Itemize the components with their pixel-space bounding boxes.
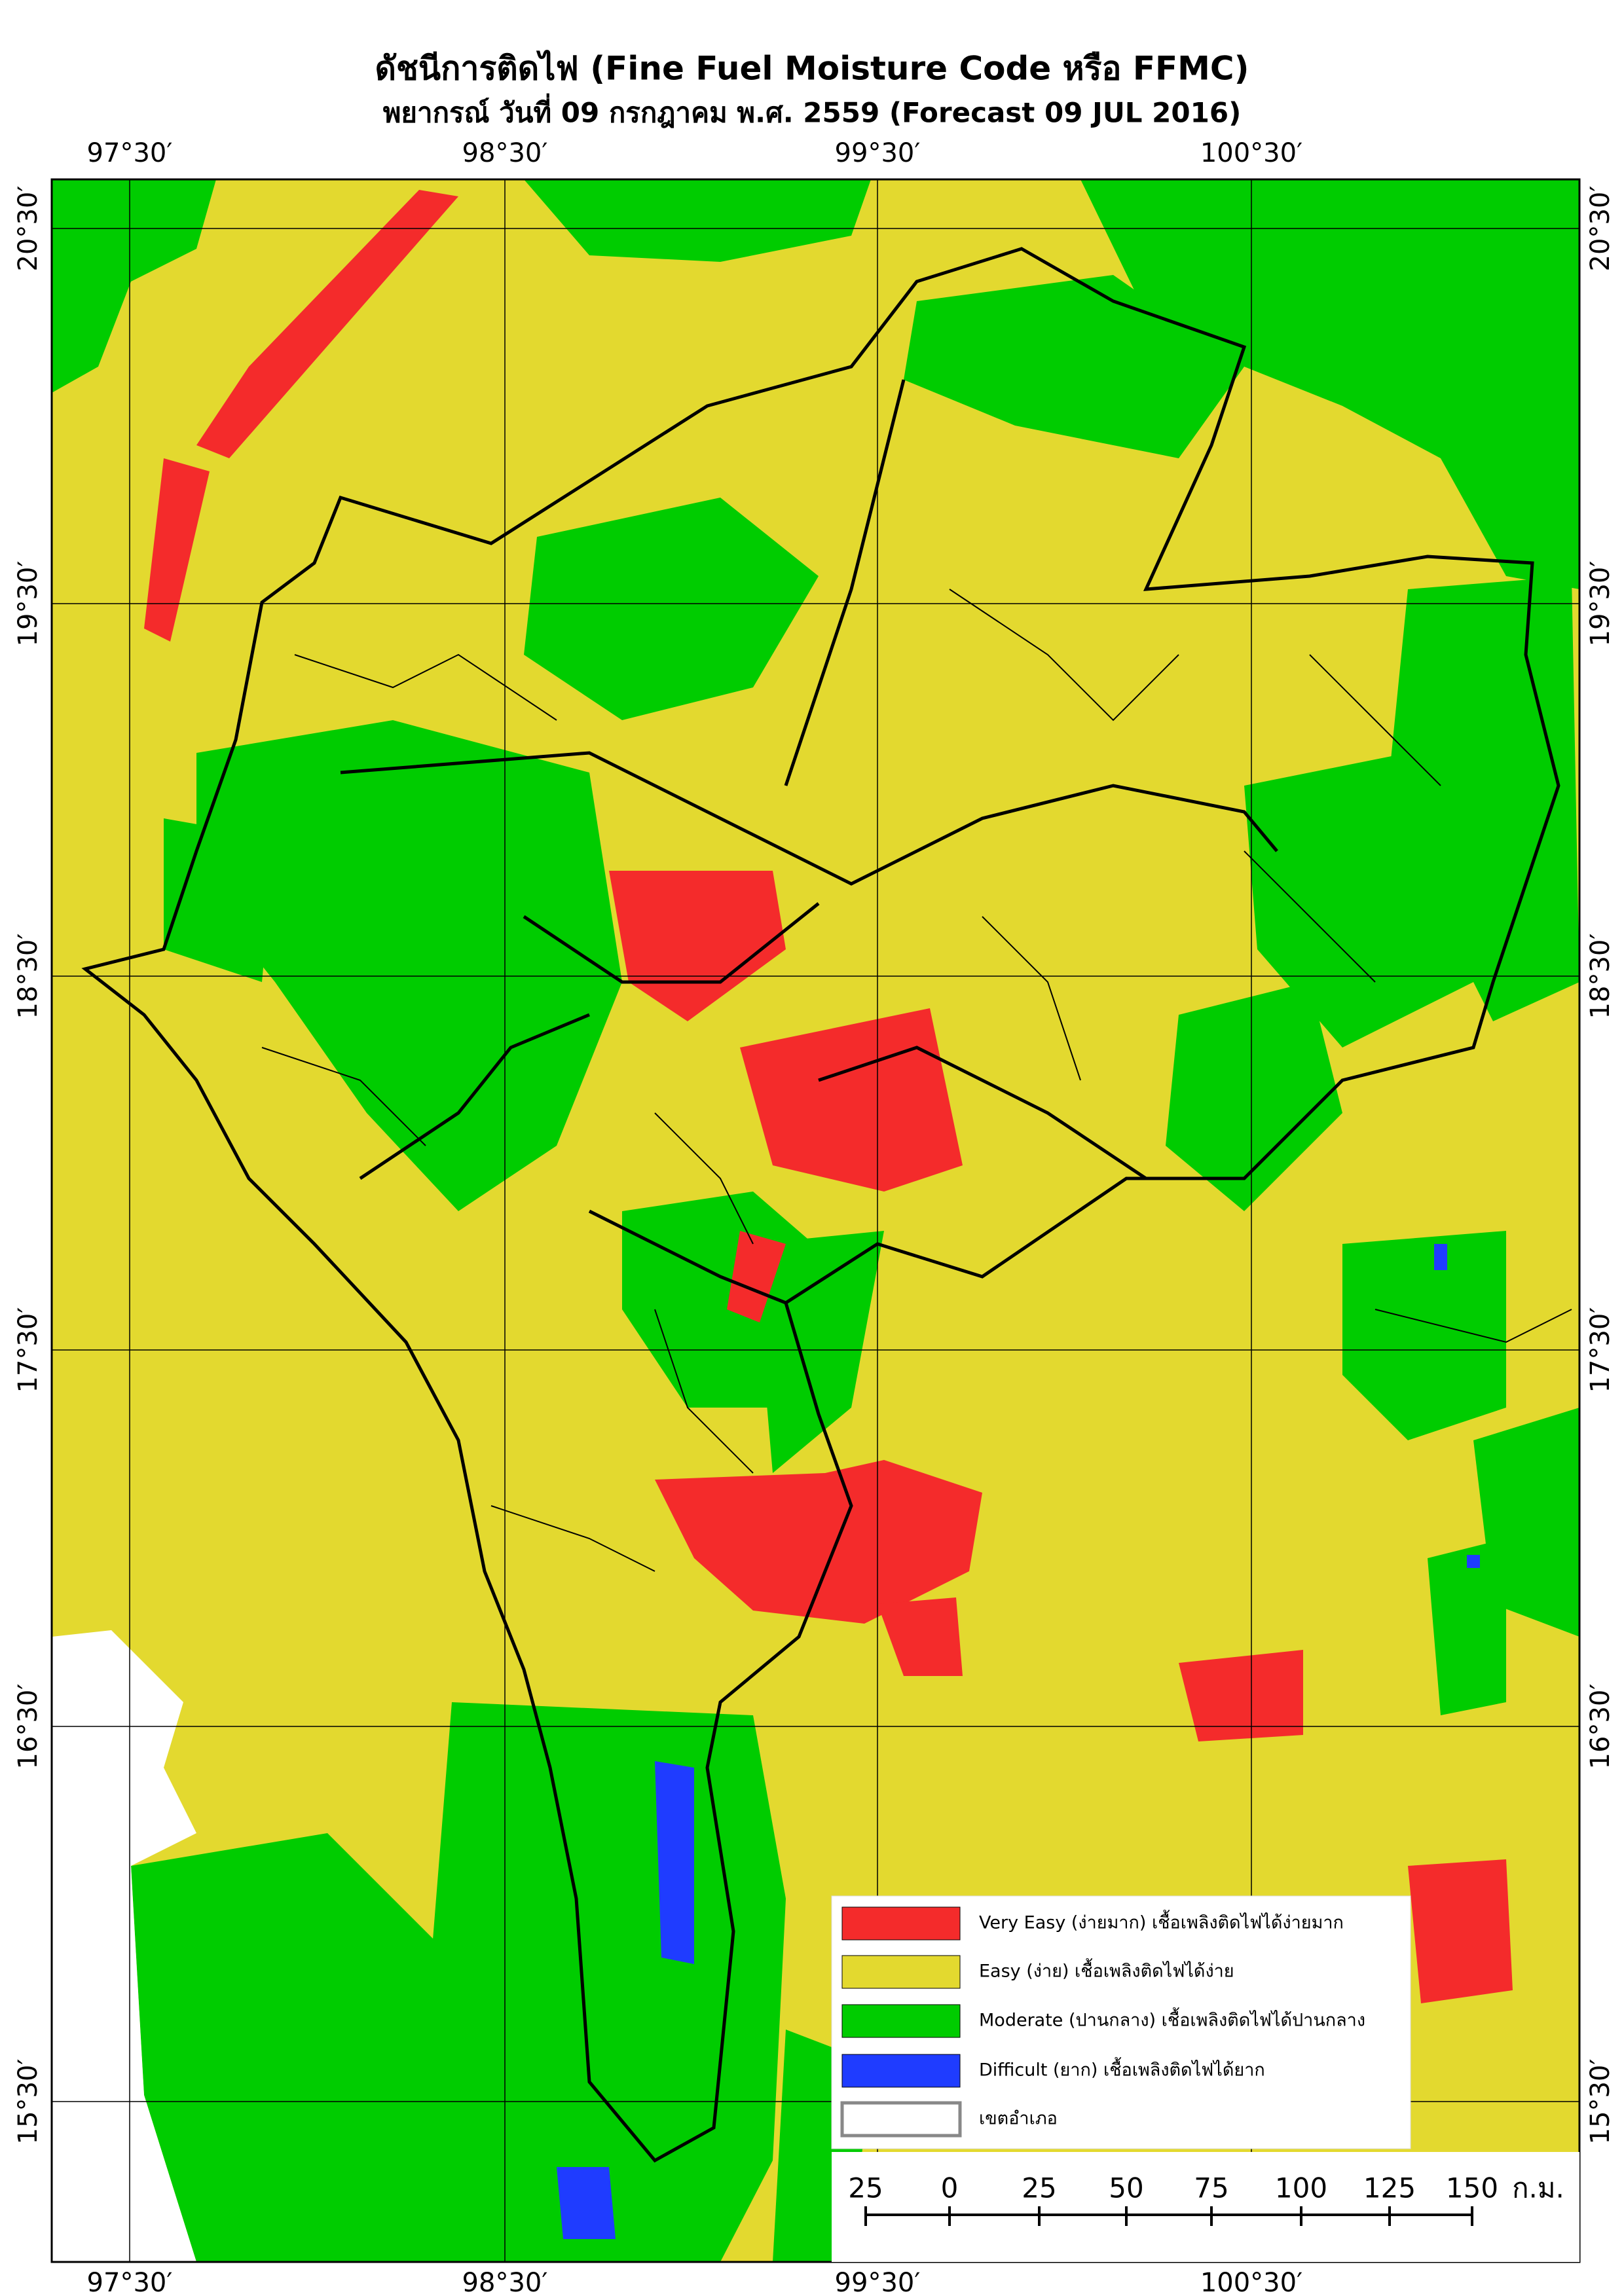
moderate-areas: [52, 179, 1579, 2262]
latitude-label: 15°30′: [13, 2059, 43, 2145]
scale-label: 125: [1363, 2172, 1416, 2204]
latitude-label: 19°30′: [1585, 561, 1615, 647]
legend-swatch: [841, 2004, 961, 2038]
legend-label: เขตอำเภอ: [979, 2109, 1058, 2129]
legend-label: Moderate (ปานกลาง) เชื้อเพลิงติดไฟได้ปาน…: [979, 2007, 1365, 2031]
longitude-label: 100°30′: [1200, 138, 1302, 168]
difficult-areas: [557, 1244, 1480, 2239]
scale-label: 0: [941, 2172, 959, 2204]
latitude-label: 19°30′: [13, 561, 43, 647]
scale-label: 50: [1109, 2172, 1143, 2204]
legend-swatch: [841, 1906, 961, 1941]
legend-label: Very Easy (ง่ายมาก) เชื้อเพลิงติดไฟได้ง่…: [979, 1910, 1344, 1933]
longitude-label: 98°30′: [462, 138, 548, 168]
scale-label: 100: [1275, 2172, 1327, 2204]
latitude-label: 16°30′: [13, 1684, 43, 1770]
district-boundaries: [261, 589, 1572, 1572]
scale-label: 25: [1022, 2172, 1056, 2204]
latitude-label: 15°30′: [1585, 2059, 1615, 2145]
scale-box: [832, 2152, 1579, 2262]
longitude-label: 97°30′: [87, 2268, 173, 2296]
scale-unit: ก.ม.: [1512, 2172, 1564, 2204]
latitude-label: 20°30′: [1585, 186, 1615, 272]
longitude-label: 100°30′: [1200, 2268, 1302, 2296]
legend-swatch: [841, 2054, 961, 2088]
legend-label: Difficult (ยาก) เชื้อเพลิงติดไฟได้ยาก: [979, 2057, 1265, 2081]
scale-label: 25: [848, 2172, 883, 2204]
legend-label: Easy (ง่าย) เชื้อเพลิงติดไฟได้ง่าย: [979, 1958, 1234, 1982]
latitude-label: 20°30′: [13, 186, 43, 272]
longitude-label: 99°30′: [835, 2268, 921, 2296]
scale-bar: [864, 2206, 1473, 2226]
legend-swatch: [840, 2101, 962, 2138]
scale-label: 150: [1446, 2172, 1498, 2204]
latitude-label: 18°30′: [13, 934, 43, 1019]
subtitle: พยากรณ์ วันที่ 09 กรกฎาคม พ.ศ. 2559 (For…: [383, 94, 1242, 129]
latitude-label: 17°30′: [13, 1307, 43, 1393]
latitude-label: 18°30′: [1585, 934, 1615, 1019]
sea: [52, 1630, 196, 2262]
longitude-label: 99°30′: [835, 138, 921, 168]
map-area: [50, 178, 1581, 2263]
latitude-label: 17°30′: [1585, 1307, 1615, 1393]
legend-swatch: [841, 1955, 961, 1989]
longitude-label: 97°30′: [87, 138, 173, 168]
map-frame: [50, 178, 1581, 2263]
scale-label: 75: [1194, 2172, 1228, 2204]
longitude-label: 98°30′: [462, 2268, 548, 2296]
latitude-label: 16°30′: [1585, 1684, 1615, 1770]
title: ดัชนีการติดไฟ (Fine Fuel Moisture Code ห…: [375, 50, 1249, 88]
